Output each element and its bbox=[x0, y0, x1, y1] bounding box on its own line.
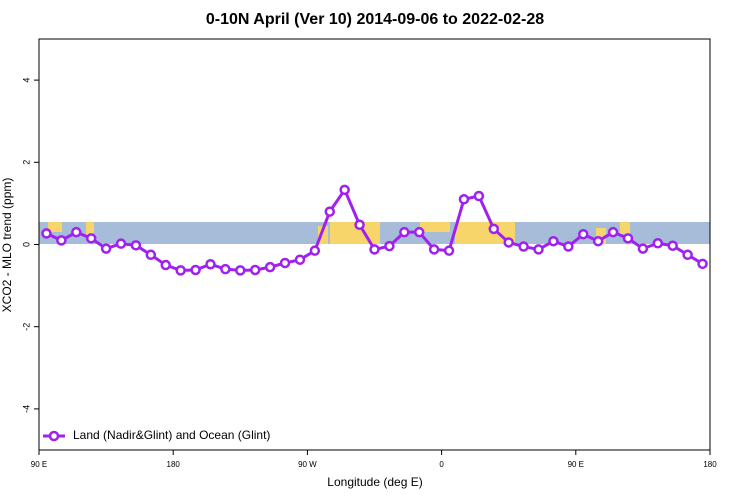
point bbox=[533, 244, 544, 255]
point bbox=[145, 249, 157, 261]
land-band bbox=[596, 228, 606, 244]
point bbox=[652, 238, 664, 249]
x-tick-label: 0 bbox=[439, 460, 444, 469]
land-band bbox=[455, 222, 515, 244]
x-tick-label: 90 E bbox=[31, 460, 47, 469]
point bbox=[115, 238, 127, 249]
point bbox=[205, 258, 216, 270]
point bbox=[622, 233, 634, 244]
legend-marker bbox=[48, 430, 60, 442]
legend-label: Land (Nadir&Glint) and Ocean (Glint) bbox=[73, 428, 270, 442]
x-tick-label: 90 E bbox=[568, 460, 584, 469]
point bbox=[339, 184, 350, 196]
point bbox=[369, 244, 380, 255]
point bbox=[354, 219, 365, 231]
point bbox=[682, 249, 693, 261]
x-tick-label: 90 W bbox=[298, 460, 317, 469]
land-band bbox=[48, 222, 62, 232]
point bbox=[279, 257, 291, 269]
point bbox=[56, 235, 67, 246]
point bbox=[294, 254, 306, 265]
y-axis-label: XCO2 - MLO trend (ppm) bbox=[0, 178, 14, 313]
y-tick-label: 0 bbox=[21, 242, 31, 247]
point bbox=[71, 226, 82, 238]
map-band bbox=[39, 222, 710, 244]
y-tick-label: -4 bbox=[21, 405, 31, 413]
chart-title: 0-10N April (Ver 10) 2014-09-06 to 2022-… bbox=[206, 11, 544, 28]
point bbox=[264, 261, 276, 273]
point bbox=[443, 245, 455, 256]
y-tick-label: 4 bbox=[21, 78, 31, 83]
land-band bbox=[86, 222, 94, 236]
point bbox=[667, 240, 678, 251]
point bbox=[578, 228, 589, 240]
point bbox=[548, 235, 559, 247]
land-band bbox=[420, 222, 450, 232]
land-band bbox=[620, 222, 630, 234]
y-tick-label: -2 bbox=[21, 323, 31, 331]
x-tick-label: 180 bbox=[703, 460, 717, 469]
point bbox=[697, 258, 708, 270]
point bbox=[473, 190, 485, 202]
x-tick-label: 180 bbox=[167, 460, 181, 469]
point bbox=[488, 223, 500, 235]
point bbox=[413, 226, 425, 238]
x-axis-label: Longitude (deg E) bbox=[327, 475, 422, 489]
point bbox=[592, 235, 604, 247]
point bbox=[518, 241, 529, 252]
point bbox=[428, 244, 440, 255]
point bbox=[607, 226, 619, 238]
point bbox=[235, 265, 246, 276]
point bbox=[190, 264, 201, 276]
point bbox=[220, 263, 231, 275]
point bbox=[503, 237, 514, 248]
point bbox=[41, 228, 52, 239]
point bbox=[100, 243, 112, 254]
point bbox=[384, 240, 395, 252]
point bbox=[175, 265, 186, 276]
point bbox=[130, 240, 142, 251]
point bbox=[309, 245, 321, 256]
point bbox=[399, 226, 410, 238]
point bbox=[160, 259, 171, 271]
point bbox=[637, 243, 649, 254]
point bbox=[458, 194, 470, 205]
point bbox=[563, 241, 574, 252]
y-tick-label: 2 bbox=[21, 160, 31, 165]
land-band bbox=[318, 226, 328, 244]
point bbox=[249, 264, 261, 276]
point bbox=[85, 233, 97, 244]
point bbox=[324, 206, 336, 217]
